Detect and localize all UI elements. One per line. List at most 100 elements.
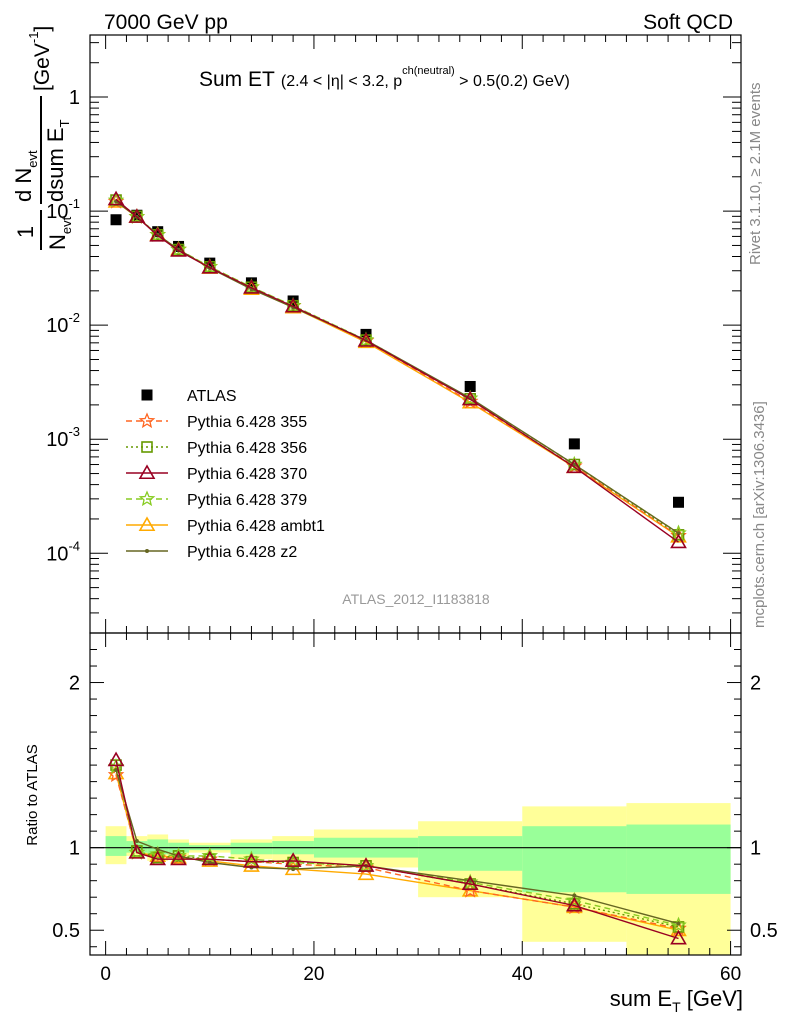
main-point-ATLAS-0 [110,214,122,226]
main-point-p370-8 [461,390,479,406]
legend-marker-ambt1 [138,516,156,532]
main-title-superscript: ch(neutral) [402,65,455,77]
main-y-axis-label: 1 Nevt d Nevt dsum ET [GeV-1] [11,26,74,250]
main-y-tick-label-exp-2: -2 [68,310,80,325]
ratio-panel-frame [89,632,742,956]
green-band-bin-9 [522,826,627,893]
main-point-p370-9 [565,458,583,474]
x-axis-label: sum ET [GeV] [610,986,743,1015]
legend-label-z2: Pythia 6.428 z2 [187,544,297,561]
main-y-tick-label-base-4: 1 [69,87,80,109]
ylabel-frac2-den-main: dsum E [43,127,68,202]
main-series-p356 [110,194,685,541]
ylabel-unit-close: ] [31,26,54,32]
main-y-tick-label-exp-1: -3 [68,424,80,439]
ylabel-frac2-num: d Nevt [11,150,40,202]
x-tick-label-60: 60 [720,964,741,985]
header-category-label: Soft QCD [643,11,733,34]
legend-entry-p379: Pythia 6.428 379 [126,490,307,509]
legend-marker-z2 [145,549,149,553]
ylabel-frac2-num-main: d N [11,168,36,202]
legend-entry-p370: Pythia 6.428 370 [126,464,307,483]
legend-entry-p355: Pythia 6.428 355 [126,412,307,431]
ratio-y-tick-label-right-2: 2 [750,673,761,695]
ratio-point-z2-6 [291,867,296,872]
ratio-point-z2-0 [114,768,119,773]
ratio-point-z2-1 [134,839,139,844]
main-y-tick-label-base-2: 10 [46,315,68,337]
ratio-line-p370 [115,759,679,940]
main-y-tick-label-4: 1 [69,87,80,109]
main-y-tick-label-exp-0: -4 [68,538,80,553]
ratio-point-p370-8 [461,875,479,891]
legend-label-ATLAS: ATLAS [187,388,237,405]
green-band-bin-0 [105,836,127,856]
main-line-ambt1 [115,201,679,538]
main-point-p370-0 [107,190,125,206]
ylabel-frac1-den-main: N [45,234,70,250]
x-axis-label-sub: T [672,999,681,1015]
legend-label-p370: Pythia 6.428 370 [187,466,307,483]
axis-ticks [90,35,741,955]
rivet-version-label: Rivet 3.1.10, ≥ 2.1M events [747,83,764,266]
legend-label-p356: Pythia 6.428 356 [187,440,307,457]
header-energy-label: 7000 GeV pp [104,11,228,34]
ratio-y-tick-label-right-1: 1 [750,838,761,860]
main-line-p356 [115,199,679,536]
main-title: Sum ET (2.4 < |η| < 3.2, pch(neutral) > 0… [199,65,570,91]
x-axis-label-main: sum E [610,986,672,1011]
x-tick-label-0: 0 [100,964,111,985]
ratio-point-p379-10 [670,916,687,933]
main-point-ATLAS-4 [204,257,216,269]
ratio-point-p370-3 [170,850,187,866]
legend-marker-ATLAS [141,389,153,401]
ylabel-frac1-den: Nevt [45,216,74,250]
main-y-tick-label-0: 10-4 [46,538,80,565]
legend-label-p379: Pythia 6.428 379 [187,492,307,509]
main-point-p370-2 [149,226,167,242]
ratio-series-p370 [107,751,687,945]
main-line-p379 [115,199,679,534]
main-panel-series [107,190,687,549]
ylabel-frac2-den: dsum ET [43,119,72,202]
ratio-point-z2-2 [155,847,160,852]
main-point-ATLAS-9 [568,438,580,450]
main-series-p370 [107,190,687,549]
main-point-p379-1 [128,208,146,224]
green-band-bin-8 [418,836,523,871]
main-point-p356-10 [672,529,685,541]
green-band-bin-10 [626,824,731,894]
legend-entry-p356: Pythia 6.428 356 [126,440,307,457]
main-point-z2-10 [676,531,681,536]
ratio-point-z2-9 [572,893,577,898]
legend-marker-p355 [138,412,156,429]
ratio-y-tick-label-left-0: 0.5 [52,920,80,942]
legend-marker-p379 [138,490,156,507]
main-point-p370-7 [357,332,375,347]
main-title-subtitle: (2.4 < |η| < 3.2, p [281,73,402,90]
ratio-panel-series [107,751,687,945]
ratio-point-p370-4 [201,850,219,866]
legend-label-p355: Pythia 6.428 355 [187,414,307,431]
ratio-point-p370-0 [107,751,125,767]
ratio-point-p370-1 [128,844,146,859]
ylabel-unit-sup: -1 [26,32,41,44]
ylabel-unit-main: [GeV [31,43,54,91]
main-point-ATLAS-8 [464,380,476,392]
main-point-p379-2 [149,226,166,242]
main-y-tick-label-1: 10-3 [46,424,80,451]
x-axis-label-unit: [GeV] [681,986,743,1011]
ratio-point-p370-10 [670,929,687,945]
main-point-z2-9 [572,462,577,467]
ratio-y-tick-label-left-2: 2 [69,673,80,695]
main-y-tick-label-3: 10-1 [46,196,80,223]
ylabel-frac1-den-sub: evt [59,216,74,234]
ratio-line-p379 [115,766,679,926]
ratio-point-p370-7 [357,857,375,872]
legend-marker-p370 [138,464,156,480]
ratio-point-p379-9 [566,891,583,908]
main-line-p355 [115,201,679,537]
main-title-name: Sum ET [199,68,275,91]
legend: ATLAS Pythia 6.428 355 Pythia 6.428 356 Pyt… [126,388,325,561]
